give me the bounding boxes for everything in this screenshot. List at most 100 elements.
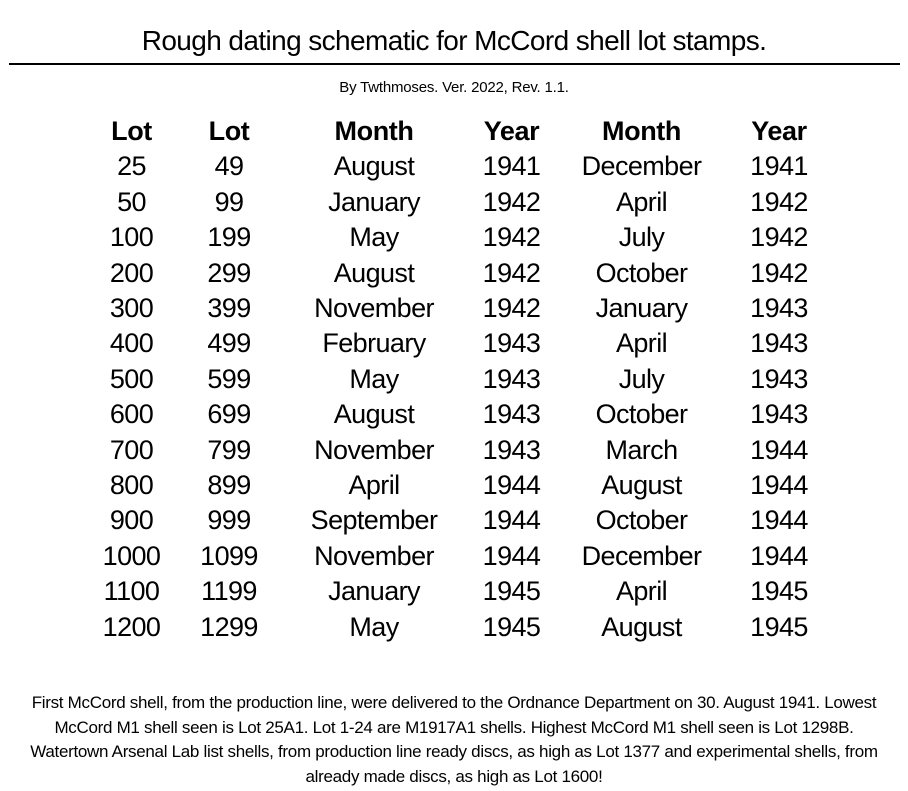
table-row: 200 299 August 1942 October 1942	[82, 256, 827, 291]
table-cell: 1943	[750, 293, 808, 324]
table-row: 300 399 November 1942 January 1943	[82, 291, 827, 326]
table-row: 400 499 February 1943 April 1943	[82, 326, 827, 361]
table-cell: April	[615, 186, 668, 217]
table-cell: October	[595, 505, 688, 536]
table-cell: 1944	[482, 470, 541, 501]
table-row: 500 599 May 1943 July 1943	[82, 362, 827, 397]
table-cell: August	[333, 151, 415, 182]
table-cell: 599	[207, 363, 251, 394]
table-cell: January	[595, 293, 688, 324]
table-cell: January	[328, 576, 420, 607]
table-cell: July	[618, 222, 665, 253]
footer-note: First McCord shell, from the production …	[30, 693, 878, 786]
table-cell: 400	[109, 328, 154, 359]
table-cell: April	[348, 470, 400, 501]
table-cell: 899	[207, 470, 251, 501]
table-cell: 1941	[482, 151, 541, 182]
table-cell: November	[314, 293, 434, 324]
table-cell: July	[618, 363, 665, 394]
table-row: 100 199 May 1942 July 1942	[82, 220, 827, 255]
table-row: 700 799 November 1943 March 1944	[82, 433, 827, 468]
table-cell: December	[581, 151, 702, 182]
table-cell: 299	[207, 257, 251, 288]
table-cell: August	[333, 399, 415, 430]
header-row: Lot Lot Month Year Month Year	[82, 114, 827, 149]
table-cell: 1299	[200, 611, 258, 642]
table-cell: 1943	[482, 434, 541, 465]
table-cell: 1943	[750, 328, 808, 359]
byline: By Twthmoses. Ver. 2022, Rev. 1.1.	[339, 79, 569, 96]
table-cell: October	[595, 399, 688, 430]
table-cell: November	[314, 434, 434, 465]
table-cell: 1200	[102, 611, 161, 642]
table-cell: 999	[207, 505, 251, 536]
table-cell: 1944	[750, 434, 808, 465]
table-cell: 1944	[750, 540, 808, 571]
table-cell: September	[310, 505, 438, 536]
column-header-year-1: Year	[483, 116, 540, 146]
table-cell: 600	[109, 399, 154, 430]
table-cell: April	[615, 576, 668, 607]
table-cell: 1944	[750, 470, 808, 501]
table-cell: 1944	[482, 505, 541, 536]
table-cell: 1941	[750, 151, 808, 182]
table-cell: 699	[207, 399, 251, 430]
table-cell: 799	[207, 434, 251, 465]
table-cell: 399	[207, 293, 251, 324]
table-cell: August	[601, 470, 682, 501]
column-header-lot-2: Lot	[208, 116, 250, 146]
table-head: Lot Lot Month Year Month Year	[82, 114, 827, 149]
table-cell: 200	[109, 257, 154, 288]
table-row: 600 699 August 1943 October 1943	[82, 397, 827, 432]
table-cell: 25	[117, 151, 146, 182]
table-cell: 1199	[201, 576, 257, 607]
table-row: 25 49 August 1941 December 1941	[82, 149, 827, 184]
table-cell: 800	[109, 470, 154, 501]
table-cell: 1945	[750, 576, 808, 607]
table-row: 1200 1299 May 1945 August 1945	[82, 610, 827, 645]
table-cell: 49	[214, 151, 244, 182]
table-cell: 1942	[482, 186, 541, 217]
column-header-year-2: Year	[751, 116, 807, 146]
page-title: Rough dating schematic for McCord shell …	[141, 25, 767, 56]
table-cell: 1943	[482, 363, 541, 394]
table-cell: May	[349, 611, 399, 642]
table-cell: 1000	[102, 540, 161, 571]
table-row: 800 899 April 1944 August 1944	[82, 468, 827, 503]
table-cell: 500	[109, 363, 154, 394]
table-cell: February	[322, 328, 426, 359]
title-divider	[9, 63, 900, 65]
table-cell: 1944	[750, 505, 808, 536]
table-cell: 1945	[482, 576, 541, 607]
table-cell: January	[328, 186, 420, 217]
table-cell: 1944	[482, 540, 541, 571]
table-cell: 1100	[103, 576, 160, 607]
table-cell: 1942	[482, 257, 541, 288]
table-body: 25 49 August 1941 December 1941 50 99 January 194…	[82, 149, 827, 645]
table-cell: April	[615, 328, 668, 359]
table-cell: 1945	[750, 611, 808, 642]
table-cell: October	[595, 257, 688, 288]
table-cell: March	[605, 434, 678, 465]
table-cell: 1945	[482, 611, 541, 642]
table-cell: 1942	[750, 222, 808, 253]
table-cell: 300	[109, 293, 154, 324]
column-header-month-1: Month	[334, 116, 414, 146]
table-row: 900 999 September 1944 October 1944	[82, 503, 827, 538]
table-cell: November	[314, 540, 434, 571]
table-cell: 1942	[750, 186, 808, 217]
column-header-month-2: Month	[602, 116, 681, 146]
table-cell: 1099	[200, 540, 258, 571]
table-cell: 1943	[750, 363, 808, 394]
table-cell: May	[349, 363, 399, 394]
table-cell: 1943	[750, 399, 808, 430]
table-cell: August	[601, 611, 682, 642]
table-cell: 100	[109, 222, 154, 253]
table-row: 1000 1099 November 1944 December 1944	[82, 539, 827, 574]
table-cell: May	[349, 222, 399, 253]
table-cell: 99	[214, 186, 244, 217]
table-cell: 700	[109, 434, 154, 465]
table-cell: 1943	[482, 328, 541, 359]
table-cell: December	[581, 540, 702, 571]
